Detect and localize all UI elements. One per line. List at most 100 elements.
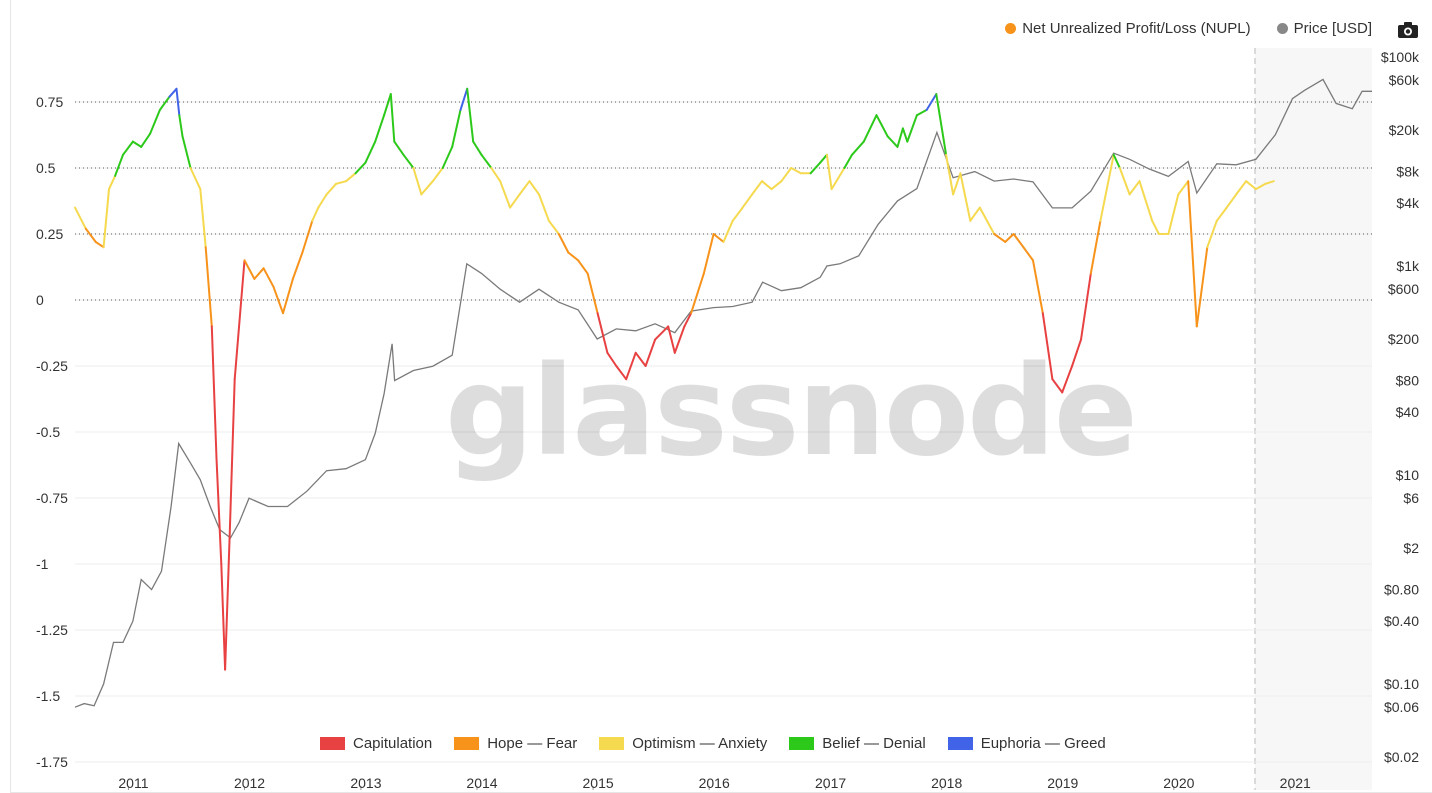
nupl-segment [1012, 233, 1025, 249]
nupl-segment [809, 161, 822, 175]
nupl-segment [780, 167, 793, 183]
nupl-segment [1167, 193, 1180, 235]
nupl-segment [825, 153, 833, 191]
legend-bottom: Capitulation Hope — Fear Optimism — Anxi… [320, 735, 1106, 752]
nupl-segment [74, 206, 87, 230]
nupl-segment [886, 135, 899, 148]
nupl-segment [345, 172, 357, 183]
nupl-segment [210, 325, 218, 460]
legend-item-euphoria-greed[interactable]: Euphoria — Greed [947, 735, 1106, 752]
euphoria-greed-swatch [947, 737, 973, 750]
nupl-segment [751, 180, 763, 196]
nupl-segment [466, 87, 475, 143]
nupl-segment [1215, 206, 1228, 222]
nupl-segment [538, 193, 550, 222]
nupl-segment [1264, 180, 1275, 185]
nupl-dot-icon [1005, 23, 1017, 34]
nupl-segment [969, 206, 981, 222]
nupl-segment [1061, 365, 1074, 394]
x-tick-label: 2020 [1163, 775, 1194, 791]
nupl-segment [499, 180, 512, 209]
nupl-segment [325, 182, 338, 196]
nupl-segment [224, 536, 231, 671]
nupl-segment [220, 563, 227, 671]
nupl-segment [272, 285, 284, 315]
right-tick-label: $0.02 [1384, 749, 1419, 765]
nupl-segment [1022, 246, 1034, 262]
right-tick-label: $20k [1389, 122, 1420, 138]
left-tick-label: -0.25 [36, 358, 68, 374]
legend-item-nupl[interactable]: Net Unrealized Profit/Loss (NUPL) [1005, 20, 1251, 37]
nupl-segment [993, 233, 1007, 243]
nupl-segment [673, 325, 686, 354]
nupl-segment [586, 272, 599, 315]
left-tick-label: -1.5 [36, 688, 60, 704]
nupl-segment [204, 246, 213, 328]
legend-item-belief-denial[interactable]: Belief — Denial [789, 735, 926, 752]
right-tick-label: $80 [1396, 373, 1420, 389]
nupl-segment [1099, 153, 1115, 222]
right-tick-label: $2 [1403, 540, 1419, 556]
nupl-segment [364, 140, 377, 164]
camera-icon[interactable] [1398, 22, 1418, 38]
right-tick-label: $60k [1389, 72, 1420, 88]
nupl-segment [945, 153, 955, 196]
nupl-segment [1051, 378, 1064, 394]
nupl-segment [1138, 180, 1154, 222]
nupl-segment [291, 251, 304, 280]
nupl-segment [978, 206, 996, 235]
price-dot-icon [1276, 23, 1288, 34]
right-tick-label: $6 [1403, 490, 1419, 506]
nupl-segment [690, 272, 705, 315]
nupl-segment [557, 233, 570, 254]
nupl-segment [1195, 246, 1209, 328]
legend-label-euphoria-greed: Euphoria — Greed [980, 735, 1106, 752]
nupl-segment [472, 140, 483, 156]
nupl-segment [490, 167, 502, 183]
nupl-segment [335, 180, 347, 185]
nupl-segment [441, 145, 454, 169]
nupl-segment [451, 108, 462, 148]
nupl-segment [1177, 180, 1190, 196]
belief-denial-swatch [789, 737, 815, 750]
x-tick-label: 2014 [466, 775, 497, 791]
nupl-segment [189, 167, 202, 191]
nupl-segment [906, 114, 918, 143]
legend-label-optimism-anxiety: Optimism — Anxiety [632, 735, 768, 752]
right-tick-label: $0.06 [1384, 699, 1419, 715]
nupl-segment [731, 206, 744, 222]
nupl-segment [683, 312, 693, 328]
capitulation-swatch [320, 737, 345, 750]
nupl-segment [108, 174, 117, 191]
nupl-segment [1187, 180, 1198, 328]
legend-item-capitulation[interactable]: Capitulation [320, 735, 432, 752]
optimism-anxiety-swatch [599, 737, 625, 750]
legend-item-hope-fear[interactable]: Hope — Fear [454, 735, 577, 752]
hope-fear-swatch [454, 737, 480, 750]
nupl-segment [168, 87, 178, 98]
nupl-segment [199, 188, 207, 249]
nupl-segment [131, 140, 143, 148]
nupl-segment [253, 267, 265, 280]
nupl-segment [843, 153, 853, 169]
legend-label-nupl: Net Unrealized Profit/Loss (NUPL) [1022, 20, 1251, 37]
nupl-segment [1128, 180, 1141, 196]
nupl-segment [901, 127, 909, 143]
nupl-segment [102, 188, 110, 249]
nupl-segment [959, 172, 972, 222]
nupl-segment [1071, 338, 1082, 367]
nupl-segment [830, 167, 846, 191]
nupl-segment [402, 153, 415, 169]
nupl-segment [577, 259, 589, 275]
nupl-segment [1235, 180, 1248, 196]
nupl-segment [596, 312, 609, 354]
legend-item-optimism-anxiety[interactable]: Optimism — Anxiety [599, 735, 767, 752]
right-tick-label: $200 [1388, 331, 1419, 347]
left-tick-label: -0.5 [36, 424, 60, 440]
nupl-segment [431, 167, 444, 183]
nupl-segment [122, 140, 134, 156]
legend-label-hope-fear: Hope — Fear [487, 735, 578, 752]
right-tick-label: $0.80 [1384, 582, 1419, 598]
legend-item-price[interactable]: Price [USD] [1276, 20, 1372, 37]
left-tick-label: 0.25 [36, 226, 63, 242]
